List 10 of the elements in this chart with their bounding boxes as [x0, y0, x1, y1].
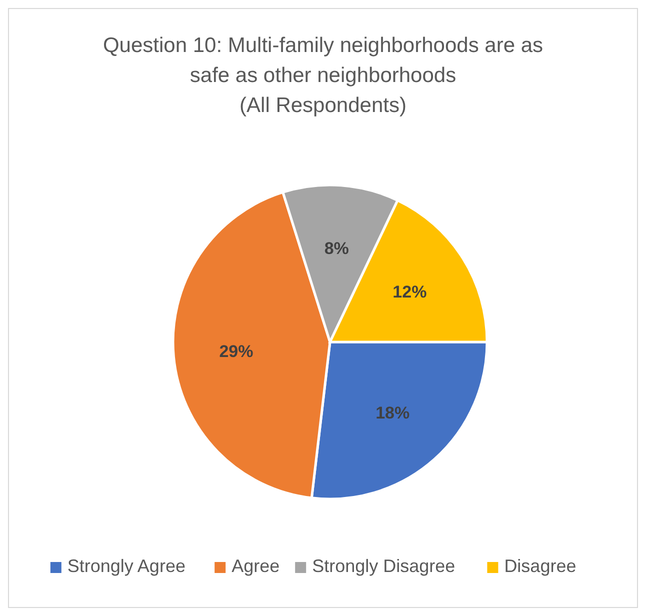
data-label: 18%: [376, 403, 410, 422]
chart-subtitle: (All Respondents): [240, 94, 406, 117]
data-label: 8%: [324, 238, 349, 258]
legend-label: Strongly Disagree: [312, 556, 456, 576]
legend-label: Strongly Agree: [67, 556, 186, 576]
chart-title: Question 10: Multi-family neighborhoods are as safe as other neighborhoods: [102, 34, 544, 87]
legend-label: Disagree: [504, 556, 576, 576]
legend-label: Agree: [232, 556, 280, 576]
data-label: 29%: [219, 342, 254, 361]
data-label: 12%: [392, 282, 427, 302]
